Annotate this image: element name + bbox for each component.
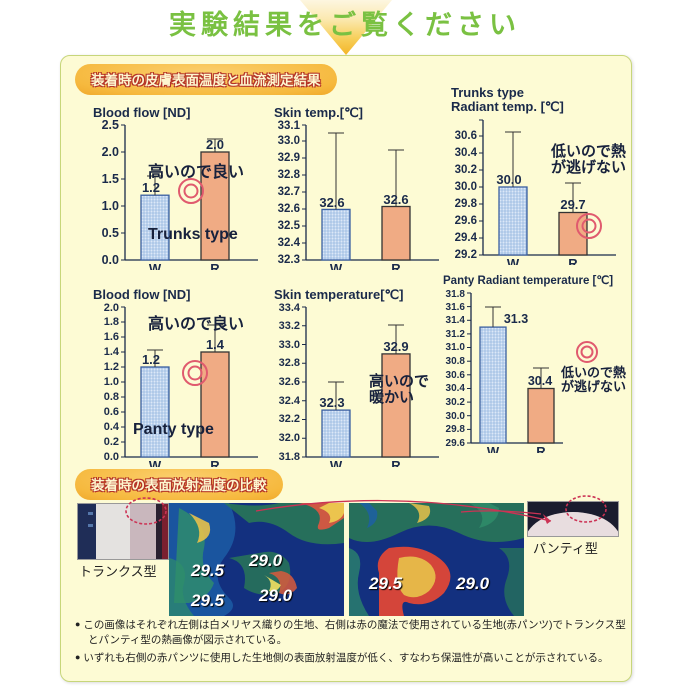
svg-text:32.9: 32.9 (383, 339, 408, 354)
svg-text:2.5: 2.5 (102, 120, 119, 132)
svg-text:1.2: 1.2 (142, 180, 160, 195)
svg-text:32.8: 32.8 (278, 169, 301, 181)
svg-text:2.0: 2.0 (206, 137, 224, 152)
svg-text:31.6: 31.6 (446, 302, 466, 313)
svg-text:32.6: 32.6 (319, 195, 344, 210)
svg-text:33.4: 33.4 (279, 302, 301, 314)
svg-text:32.9: 32.9 (278, 152, 300, 164)
svg-text:1.8: 1.8 (104, 316, 119, 328)
svg-text:32.4: 32.4 (279, 395, 301, 407)
svg-text:30.8: 30.8 (446, 356, 466, 367)
svg-text:30.4: 30.4 (455, 147, 478, 159)
svg-text:33.0: 33.0 (279, 339, 300, 351)
svg-text:W: W (487, 444, 500, 453)
svg-text:29.4: 29.4 (455, 232, 478, 244)
svg-text:1.6: 1.6 (104, 331, 119, 343)
svg-text:2.0: 2.0 (104, 302, 119, 314)
svg-text:30.0: 30.0 (455, 181, 477, 193)
svg-text:31.8: 31.8 (446, 289, 466, 300)
svg-text:R: R (210, 458, 220, 467)
svg-text:30.2: 30.2 (455, 164, 477, 176)
svg-text:0.5: 0.5 (102, 226, 119, 240)
svg-text:31.4: 31.4 (446, 315, 466, 326)
svg-text:1.5: 1.5 (102, 172, 119, 186)
svg-text:30.4: 30.4 (528, 374, 552, 388)
svg-text:0.2: 0.2 (104, 436, 119, 448)
svg-text:1.0: 1.0 (104, 376, 119, 388)
svg-text:30.0: 30.0 (496, 172, 521, 187)
svg-text:1.4: 1.4 (206, 337, 225, 352)
svg-text:33.1: 33.1 (278, 120, 301, 132)
svg-text:31.3: 31.3 (504, 312, 528, 326)
svg-text:30.6: 30.6 (455, 130, 477, 142)
svg-text:30.2: 30.2 (446, 397, 466, 408)
svg-text:32.3: 32.3 (319, 395, 344, 410)
svg-text:2.0: 2.0 (102, 145, 119, 159)
svg-text:32.6: 32.6 (278, 203, 300, 215)
svg-text:31.2: 31.2 (446, 329, 466, 340)
svg-text:32.2: 32.2 (279, 413, 300, 425)
svg-text:W: W (330, 261, 343, 270)
svg-text:1.4: 1.4 (104, 346, 120, 358)
svg-text:30.0: 30.0 (446, 411, 466, 422)
svg-text:31.0: 31.0 (446, 342, 466, 353)
svg-text:32.0: 32.0 (279, 432, 300, 444)
svg-text:R: R (391, 458, 401, 467)
svg-text:29.6: 29.6 (455, 215, 477, 227)
svg-text:33.0: 33.0 (278, 135, 300, 147)
svg-text:29.8: 29.8 (446, 424, 466, 435)
svg-text:1.2: 1.2 (142, 352, 160, 367)
svg-text:W: W (330, 458, 343, 467)
svg-text:0.8: 0.8 (104, 391, 119, 403)
svg-text:29.6: 29.6 (446, 438, 466, 449)
svg-text:0.0: 0.0 (102, 253, 119, 267)
svg-text:29.2: 29.2 (455, 249, 477, 261)
svg-text:R: R (391, 261, 401, 270)
svg-text:32.3: 32.3 (278, 254, 300, 266)
svg-text:30.4: 30.4 (446, 383, 466, 394)
svg-text:32.6: 32.6 (383, 192, 408, 207)
svg-text:0.6: 0.6 (104, 406, 119, 418)
svg-text:29.8: 29.8 (455, 198, 478, 210)
svg-text:32.5: 32.5 (278, 220, 301, 232)
svg-text:31.8: 31.8 (279, 451, 300, 463)
svg-text:R: R (210, 261, 220, 270)
svg-text:W: W (149, 261, 162, 270)
svg-text:32.4: 32.4 (278, 237, 301, 249)
svg-text:1.0: 1.0 (102, 199, 119, 213)
svg-text:R: R (568, 256, 578, 265)
svg-text:W: W (507, 256, 520, 265)
svg-text:R: R (536, 444, 546, 453)
svg-text:0.0: 0.0 (104, 451, 119, 463)
svg-text:32.7: 32.7 (278, 186, 300, 198)
svg-text:33.2: 33.2 (279, 320, 300, 332)
svg-text:1.2: 1.2 (104, 361, 119, 373)
svg-text:32.8: 32.8 (279, 357, 300, 369)
svg-text:W: W (149, 458, 162, 467)
svg-text:32.6: 32.6 (279, 376, 300, 388)
svg-text:30.6: 30.6 (446, 370, 466, 381)
svg-text:0.4: 0.4 (104, 421, 120, 433)
